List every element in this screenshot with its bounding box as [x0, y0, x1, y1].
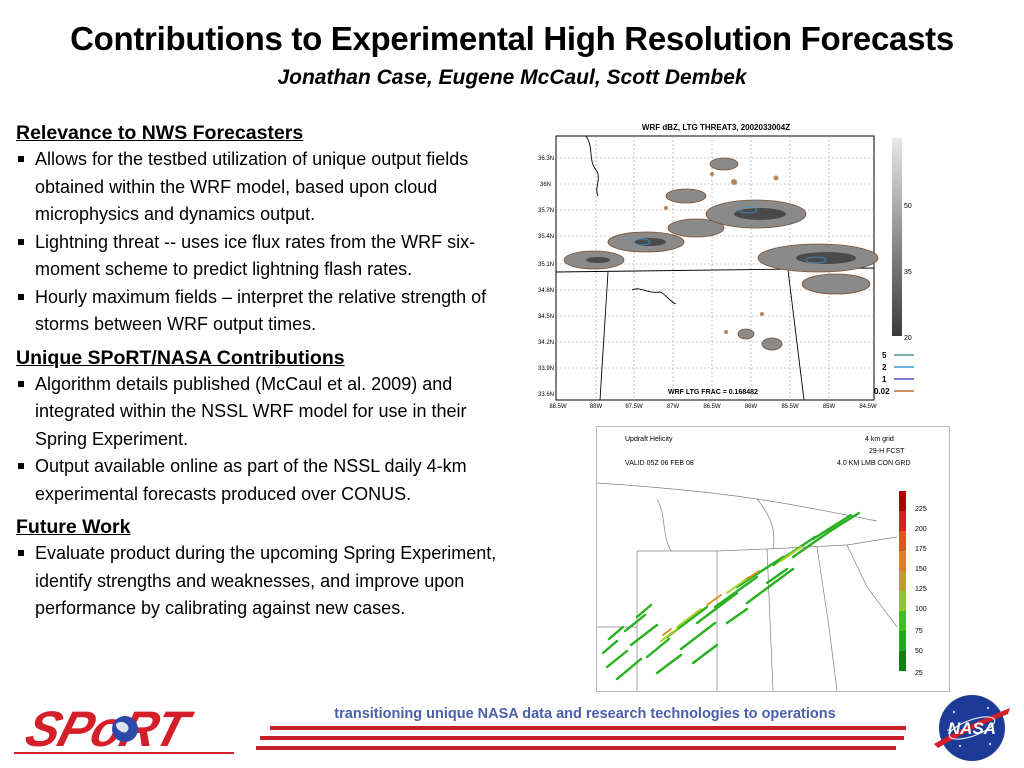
square-bullet-icon — [18, 380, 24, 387]
helicity-background — [597, 427, 949, 691]
bullet-text: Lightning threat -- uses ice flux rates … — [35, 231, 476, 280]
nasa-logo-text: NASA — [948, 719, 996, 738]
bullet-item: Allows for the testbed utilization of un… — [16, 146, 516, 229]
helicity-header: Updraft Helicity 4 km grid 29-H FCST VAL… — [625, 436, 911, 467]
latitude-labels: 36.3N 36N 35.7N 35.4N 35.1N 34.8N 34.5N … — [538, 156, 554, 398]
bullet-item: Hourly maximum fields – interpret the re… — [16, 284, 516, 339]
nasa-logo: NASA — [934, 695, 1010, 761]
svg-text:175: 175 — [915, 546, 927, 553]
svg-text:35.7N: 35.7N — [538, 208, 554, 214]
dbz-colorbar — [892, 138, 902, 336]
helicity-title: Updraft Helicity — [625, 436, 673, 443]
svg-text:35.1N: 35.1N — [538, 262, 554, 268]
map-title: WRF dBZ, LTG THREAT3, 2002033004Z — [642, 123, 790, 132]
slide-authors: Jonathan Case, Eugene McCaul, Scott Demb… — [277, 66, 747, 89]
bullet-text: Evaluate product during the upcoming Spr… — [35, 543, 497, 618]
svg-text:50: 50 — [904, 203, 912, 210]
svg-text:225: 225 — [915, 506, 927, 513]
bullet-item: Algorithm details published (McCaul et a… — [16, 371, 516, 454]
helicity-swaths — [601, 511, 861, 681]
bullet-item: Output available online as part of the N… — [16, 453, 516, 508]
valid-time-label: VALID 05Z 06 FEB 08 — [625, 460, 694, 467]
svg-text:1: 1 — [882, 375, 887, 384]
svg-text:100: 100 — [915, 606, 927, 613]
slide-title: Contributions to Experimental High Resol… — [70, 20, 954, 57]
bullet-list: Allows for the testbed utilization of un… — [16, 146, 516, 339]
square-bullet-icon — [18, 463, 24, 469]
section-future-work: Future Work Evaluate product during the … — [16, 514, 516, 623]
bullet-text: Allows for the testbed utilization of un… — [35, 149, 469, 224]
sport-logo: SPoRT — [14, 701, 234, 756]
footer-tagline: transitioning unique NASA data and resea… — [334, 706, 836, 722]
svg-text:33.6N: 33.6N — [538, 392, 554, 398]
svg-text:86.5W: 86.5W — [703, 404, 721, 410]
ltg-frac-label: WRF LTG FRAC = 0.168482 — [668, 389, 758, 396]
svg-text:2: 2 — [882, 363, 887, 372]
svg-text:85W: 85W — [823, 404, 836, 410]
svg-text:85.5W: 85.5W — [781, 404, 799, 410]
svg-text:35.4N: 35.4N — [538, 234, 554, 240]
map-gridlines — [556, 136, 874, 400]
svg-text:87W: 87W — [667, 404, 680, 410]
svg-text:25: 25 — [915, 670, 923, 677]
section-contributions: Unique SPoRT/NASA Contributions Algorith… — [16, 345, 516, 509]
bullet-list: Algorithm details published (McCaul et a… — [16, 371, 516, 509]
grid-label: 4 km grid — [865, 436, 894, 443]
svg-text:88.5W: 88.5W — [549, 404, 567, 410]
forecast-label: 29-H FCST — [869, 448, 905, 455]
bullet-list: Evaluate product during the upcoming Spr… — [16, 540, 516, 623]
colorbar-labels: 50 35 20 — [904, 203, 912, 342]
svg-text:34.8N: 34.8N — [538, 288, 554, 294]
svg-text:200: 200 — [915, 526, 927, 533]
svg-text:75: 75 — [915, 628, 923, 635]
svg-text:5: 5 — [882, 351, 887, 360]
svg-text:86W: 86W — [745, 404, 758, 410]
section-heading: Relevance to NWS Forecasters — [16, 122, 304, 144]
section-heading: Future Work — [16, 516, 131, 538]
bullet-text: Output available online as part of the N… — [35, 456, 467, 504]
updraft-helicity-map: Updraft Helicity 4 km grid 29-H FCST VAL… — [596, 426, 950, 692]
model-grid-label: 4.0 KM LMB CON GRD — [837, 460, 911, 467]
bullet-text: Hourly maximum fields – interpret the re… — [35, 286, 487, 335]
svg-text:20: 20 — [904, 335, 912, 342]
bullet-item: Evaluate product during the upcoming Spr… — [16, 540, 516, 623]
content-column: Relevance to NWS Forecasters Allows for … — [16, 120, 516, 629]
svg-text:33.9N: 33.9N — [538, 366, 554, 372]
square-bullet-icon — [18, 238, 24, 245]
section-relevance: Relevance to NWS Forecasters Allows for … — [16, 120, 516, 339]
square-bullet-icon — [18, 293, 24, 300]
helicity-scale-labels: 225 200 175 150 125 100 75 50 25 — [915, 506, 927, 677]
svg-text:84.5W: 84.5W — [859, 404, 877, 410]
helicity-color-scale — [899, 491, 906, 671]
svg-text:88W: 88W — [590, 404, 603, 410]
svg-text:125: 125 — [915, 586, 927, 593]
svg-text:50: 50 — [915, 648, 923, 655]
square-bullet-icon — [18, 550, 24, 556]
section-heading: Unique SPoRT/NASA Contributions — [16, 346, 345, 369]
svg-text:36N: 36N — [540, 182, 551, 188]
bullet-text: Algorithm details published (McCaul et a… — [35, 373, 467, 449]
svg-text:35: 35 — [904, 269, 912, 276]
longitude-labels: 88.5W 88W 87.5W 87W 86.5W 86W 85.5W 85W … — [549, 404, 877, 410]
svg-text:87.5W: 87.5W — [625, 404, 643, 410]
sport-logo-text: SPoRT — [20, 701, 199, 756]
state-boundaries — [597, 482, 898, 691]
svg-text:150: 150 — [915, 566, 927, 573]
footer-lines — [256, 726, 906, 750]
contour-legend: 5 2 1 0.02 — [874, 351, 914, 396]
reflectivity-storms — [563, 157, 879, 351]
svg-text:34.5N: 34.5N — [538, 314, 554, 320]
bullet-item: Lightning threat -- uses ice flux rates … — [16, 229, 516, 284]
svg-text:34.2N: 34.2N — [538, 340, 554, 346]
wrf-lightning-threat-map: WRF dBZ, LTG THREAT3, 2002033004Z — [538, 123, 914, 410]
square-bullet-icon — [18, 156, 24, 162]
svg-text:0.02: 0.02 — [874, 387, 890, 396]
svg-text:36.3N: 36.3N — [538, 156, 554, 162]
